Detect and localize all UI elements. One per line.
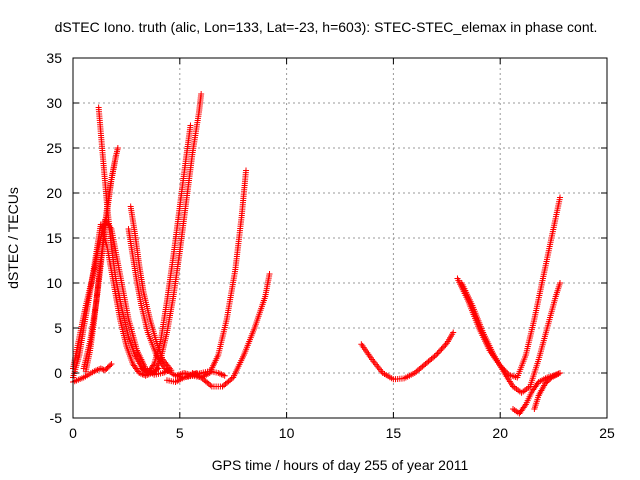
x-axis-label: GPS time / hours of day 255 of year 2011 bbox=[212, 457, 469, 473]
series-6 bbox=[127, 203, 175, 374]
data-point bbox=[97, 365, 104, 372]
data-point bbox=[542, 380, 549, 387]
data-point bbox=[221, 372, 228, 379]
x-tick-label: 10 bbox=[279, 425, 295, 441]
data-point bbox=[442, 341, 449, 348]
series-14 bbox=[189, 271, 273, 390]
series-10 bbox=[151, 91, 205, 376]
data-point bbox=[108, 361, 115, 367]
x-tick-label: 15 bbox=[386, 425, 402, 441]
data-point bbox=[266, 271, 273, 277]
data-point bbox=[187, 122, 194, 129]
data-point bbox=[114, 145, 121, 151]
y-tick-label: 35 bbox=[46, 50, 62, 66]
chart-title: dSTEC Iono. truth (alic, Lon=133, Lat=-2… bbox=[55, 19, 598, 35]
x-tick-label: 25 bbox=[599, 425, 615, 441]
series-19 bbox=[531, 370, 564, 412]
data-point bbox=[102, 367, 109, 374]
data-point bbox=[104, 364, 111, 371]
y-tick-label: 30 bbox=[46, 95, 62, 111]
series-16 bbox=[454, 194, 564, 381]
series-18 bbox=[510, 370, 564, 417]
data-point bbox=[545, 377, 552, 384]
series-2 bbox=[70, 221, 162, 381]
y-axis-label: dSTEC / TECUs bbox=[5, 187, 21, 289]
y-tick-label: 10 bbox=[46, 275, 62, 291]
data-point bbox=[441, 343, 448, 350]
data-point bbox=[112, 154, 119, 160]
x-tick-label: 5 bbox=[176, 425, 184, 441]
y-tick-label: 5 bbox=[54, 320, 62, 336]
data-point bbox=[107, 362, 114, 369]
data-point bbox=[103, 366, 110, 373]
data-point bbox=[434, 350, 441, 357]
data-point bbox=[105, 363, 112, 370]
y-tick-label: 20 bbox=[46, 185, 62, 201]
data-point bbox=[557, 370, 564, 376]
data-point bbox=[435, 349, 442, 356]
series-7 bbox=[70, 361, 115, 385]
data-point bbox=[243, 167, 250, 174]
series-13 bbox=[189, 167, 250, 381]
data-point bbox=[439, 344, 446, 351]
data-point bbox=[100, 366, 107, 373]
series-15 bbox=[358, 329, 457, 383]
y-tick-label: 25 bbox=[46, 140, 62, 156]
data-point bbox=[557, 194, 564, 201]
series-5 bbox=[82, 154, 119, 375]
y-tick-label: 15 bbox=[46, 230, 62, 246]
data-point bbox=[557, 280, 564, 286]
data-point bbox=[544, 378, 551, 385]
data-point bbox=[438, 346, 445, 353]
x-tick-label: 20 bbox=[492, 425, 508, 441]
data-point bbox=[437, 347, 444, 354]
data-point bbox=[433, 352, 440, 358]
series-9 bbox=[138, 122, 194, 376]
axis-ticks: 0 5 10 15 20 25 -5 0 5 10 15 20 25 30 35 bbox=[46, 50, 615, 441]
data-points bbox=[70, 91, 564, 417]
y-tick-label: 0 bbox=[54, 365, 62, 381]
x-tick-label: 0 bbox=[69, 425, 77, 441]
data-point bbox=[450, 329, 457, 336]
data-point bbox=[543, 379, 550, 386]
series-17 bbox=[458, 280, 564, 396]
series-8 bbox=[125, 226, 200, 379]
y-tick-label: -5 bbox=[50, 410, 63, 426]
data-point bbox=[198, 91, 205, 97]
